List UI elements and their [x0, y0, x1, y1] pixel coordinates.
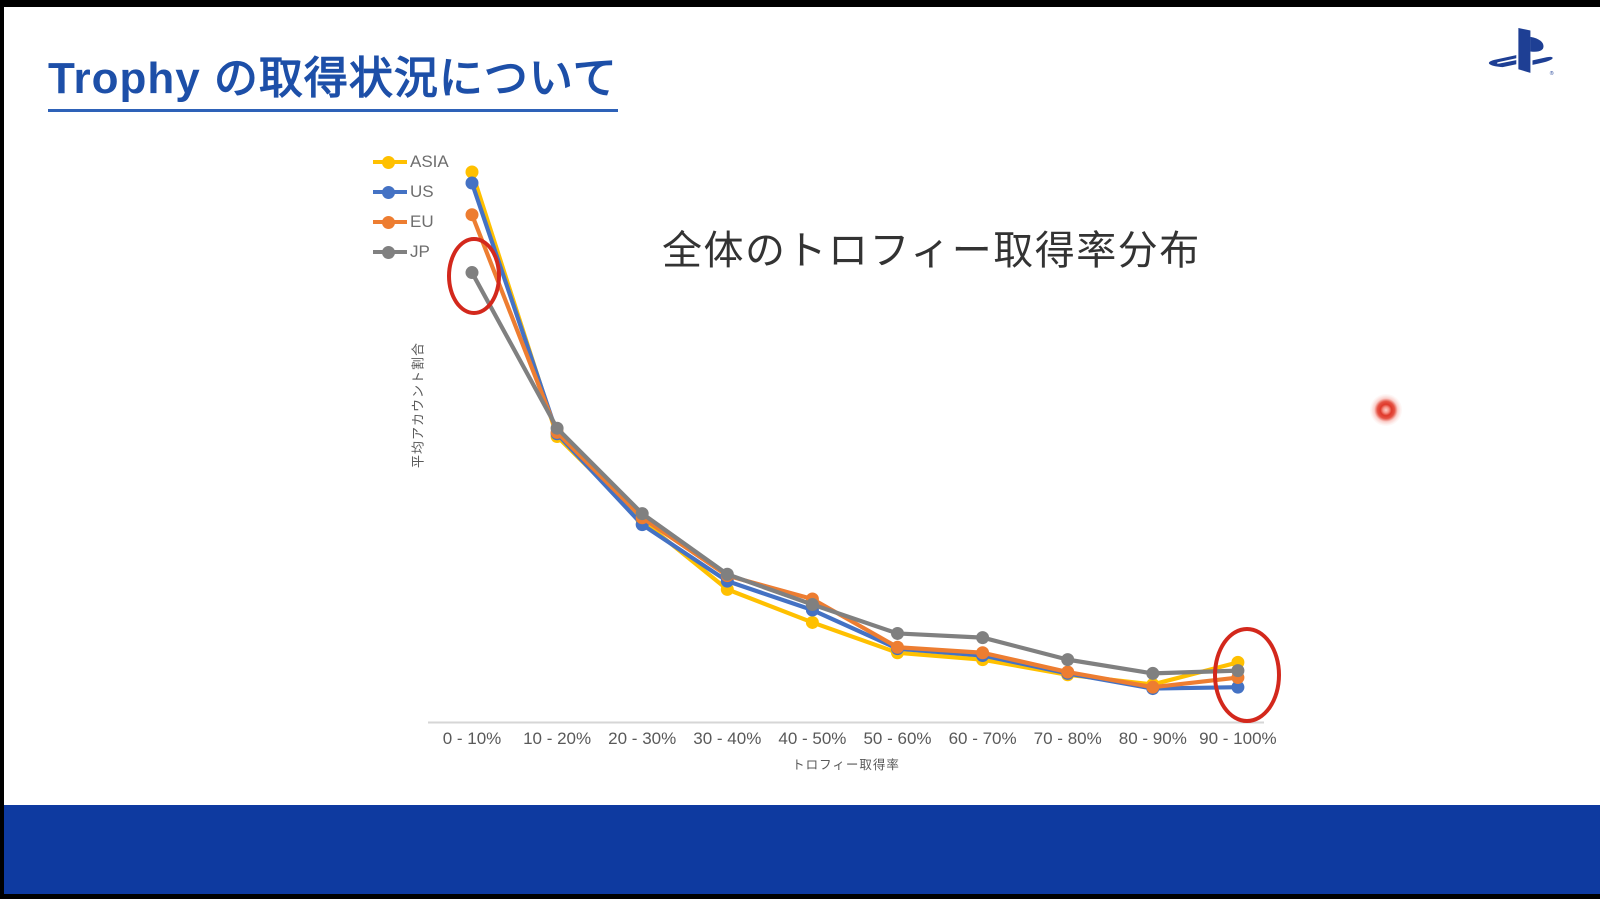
legend-dot: [382, 155, 395, 169]
y-axis-label: 平均アカウント割合: [410, 341, 426, 469]
series-line-jp: [469, 270, 1241, 676]
data-point-jp: [805, 598, 819, 612]
slide-left-border: [0, 0, 4, 899]
legend-label: US: [410, 182, 434, 201]
data-point-asia: [465, 165, 479, 179]
data-point-eu: [976, 646, 990, 660]
chart-legend: ASIA US EU JP: [373, 147, 449, 267]
series-line-asia: [469, 169, 1241, 687]
x-tick-label: 30 - 40%: [693, 729, 761, 748]
data-point-eu: [1146, 680, 1160, 694]
legend-label: ASIA: [410, 152, 449, 171]
data-point-asia: [805, 615, 819, 629]
data-point-jp: [635, 507, 649, 521]
series-line-us: [469, 180, 1241, 691]
x-tick-label: 90 - 100%: [1199, 729, 1277, 748]
legend-label: JP: [410, 242, 430, 261]
data-point-eu: [891, 640, 904, 654]
slide-bottom-border: [0, 894, 1600, 899]
series-line-eu: [469, 212, 1241, 690]
data-point-jp: [1146, 666, 1160, 680]
x-tick-label: 80 - 90%: [1119, 729, 1187, 748]
x-tick-label: 10 - 20%: [523, 729, 591, 748]
legend-marker-icon: [373, 245, 407, 259]
highlight-ellipse-jp-first-bucket: [447, 237, 501, 315]
x-tick-label: 0 - 10%: [443, 729, 502, 748]
legend-dot: [382, 185, 395, 199]
legend-dot: [382, 215, 395, 229]
footer-bar: ©2022 Sony Interactive Entertainment LLC…: [0, 805, 1600, 894]
slide-top-border: [0, 0, 1600, 7]
data-point-jp: [1061, 653, 1075, 667]
x-tick-label: 60 - 70%: [949, 729, 1017, 748]
data-point-eu: [1061, 665, 1075, 679]
laser-pointer-dot: [1370, 394, 1402, 426]
legend-marker-icon: [373, 185, 407, 199]
data-point-eu: [465, 208, 479, 222]
chart-title: 全体のトロフィー取得率分布: [662, 229, 1201, 273]
highlight-ellipse-last-bucket: [1213, 627, 1281, 723]
x-tick-label: 70 - 80%: [1034, 729, 1102, 748]
data-point-jp: [720, 567, 734, 581]
legend-marker-icon: [373, 155, 407, 169]
playstation-logo: ®: [1488, 27, 1554, 77]
legend-item-asia: ASIA: [373, 147, 449, 177]
data-point-us: [465, 176, 479, 190]
x-tick-label: 20 - 30%: [608, 729, 676, 748]
slide-title: Trophy の取得状況について: [48, 55, 618, 112]
data-point-jp: [550, 421, 564, 435]
x-axis-label: トロフィー取得率: [792, 758, 900, 772]
svg-text:®: ®: [1550, 70, 1554, 77]
data-point-jp: [976, 631, 990, 645]
legend-item-jp: JP: [373, 237, 449, 267]
legend-item-us: US: [373, 177, 449, 207]
legend-marker-icon: [373, 215, 407, 229]
data-point-jp: [891, 626, 904, 640]
legend-item-eu: EU: [373, 207, 449, 237]
x-tick-label: 40 - 50%: [778, 729, 846, 748]
x-tick-label: 50 - 60%: [863, 729, 931, 748]
legend-dot: [382, 245, 395, 259]
legend-label: EU: [410, 212, 434, 231]
